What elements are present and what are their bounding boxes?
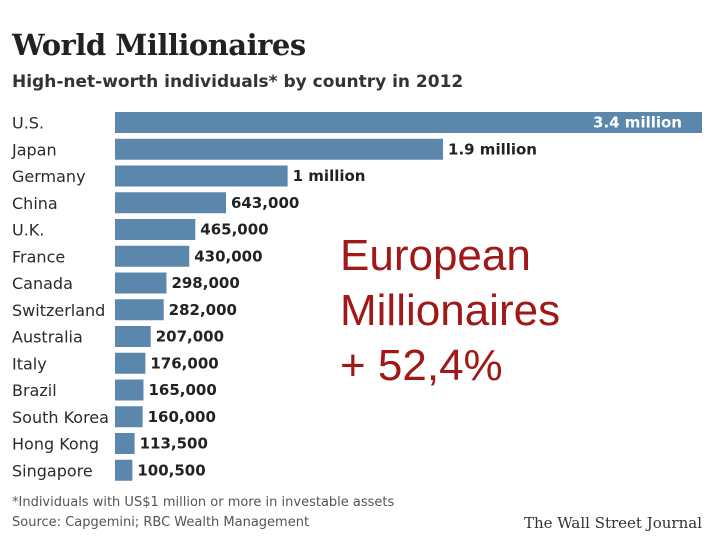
data-label: 282,000 (169, 301, 237, 319)
data-label: 100,500 (137, 461, 205, 479)
category-label: China (12, 194, 58, 213)
category-label: Switzerland (12, 301, 105, 320)
chart-title: World Millionaires (12, 28, 306, 62)
footnote: *Individuals with US$1 million or more i… (12, 495, 395, 510)
data-label: 1.9 million (448, 140, 537, 158)
bar (115, 379, 144, 401)
category-label: Italy (12, 354, 47, 373)
data-label: 176,000 (150, 354, 218, 372)
bar (115, 219, 196, 240)
callout-line-2: Millionaires (340, 286, 561, 335)
source-note: Source: Capgemini; RBC Wealth Management (12, 515, 310, 530)
bar (115, 192, 227, 214)
bar (115, 245, 190, 267)
bar (115, 433, 135, 454)
callout-line-1: European (340, 231, 531, 280)
data-label: 1 million (293, 167, 366, 185)
category-label: Australia (12, 328, 83, 347)
category-label: U.S. (12, 114, 44, 133)
data-label: 165,000 (148, 381, 216, 399)
bar (115, 165, 288, 187)
bar (115, 138, 444, 160)
category-label: Canada (12, 274, 73, 293)
category-label: South Korea (12, 408, 109, 427)
bar (115, 112, 702, 133)
bar-chart: U.S. 3.4 million Japan 1.9 million Germany 1 … (11, 112, 702, 481)
category-label: Singapore (12, 461, 93, 480)
chart-subtitle: High-net-worth individuals* by country i… (12, 72, 464, 92)
publisher-logo: The Wall Street Journal (523, 514, 702, 532)
data-label: 160,000 (148, 408, 216, 426)
callout-line-3: + 52,4% (340, 341, 503, 390)
bar (115, 459, 133, 481)
data-label: 465,000 (200, 221, 268, 239)
bar (115, 326, 151, 347)
european-millionaires-callout: European Millionaires + 52,4% (340, 228, 560, 393)
data-label: 113,500 (140, 435, 208, 453)
data-label: 3.4 million (593, 114, 682, 132)
bar (115, 406, 143, 428)
bar (115, 272, 167, 294)
data-label: 207,000 (156, 328, 224, 346)
data-label: 298,000 (171, 274, 239, 292)
category-label: U.K. (12, 221, 44, 240)
category-label: Japan (11, 140, 57, 159)
category-label: France (12, 247, 65, 266)
category-label: Hong Kong (12, 435, 99, 454)
bar (115, 352, 146, 374)
data-label: 643,000 (231, 194, 299, 212)
category-label: Brazil (12, 381, 57, 400)
bar (115, 299, 164, 321)
data-label: 430,000 (194, 247, 262, 265)
category-label: Germany (12, 167, 86, 186)
